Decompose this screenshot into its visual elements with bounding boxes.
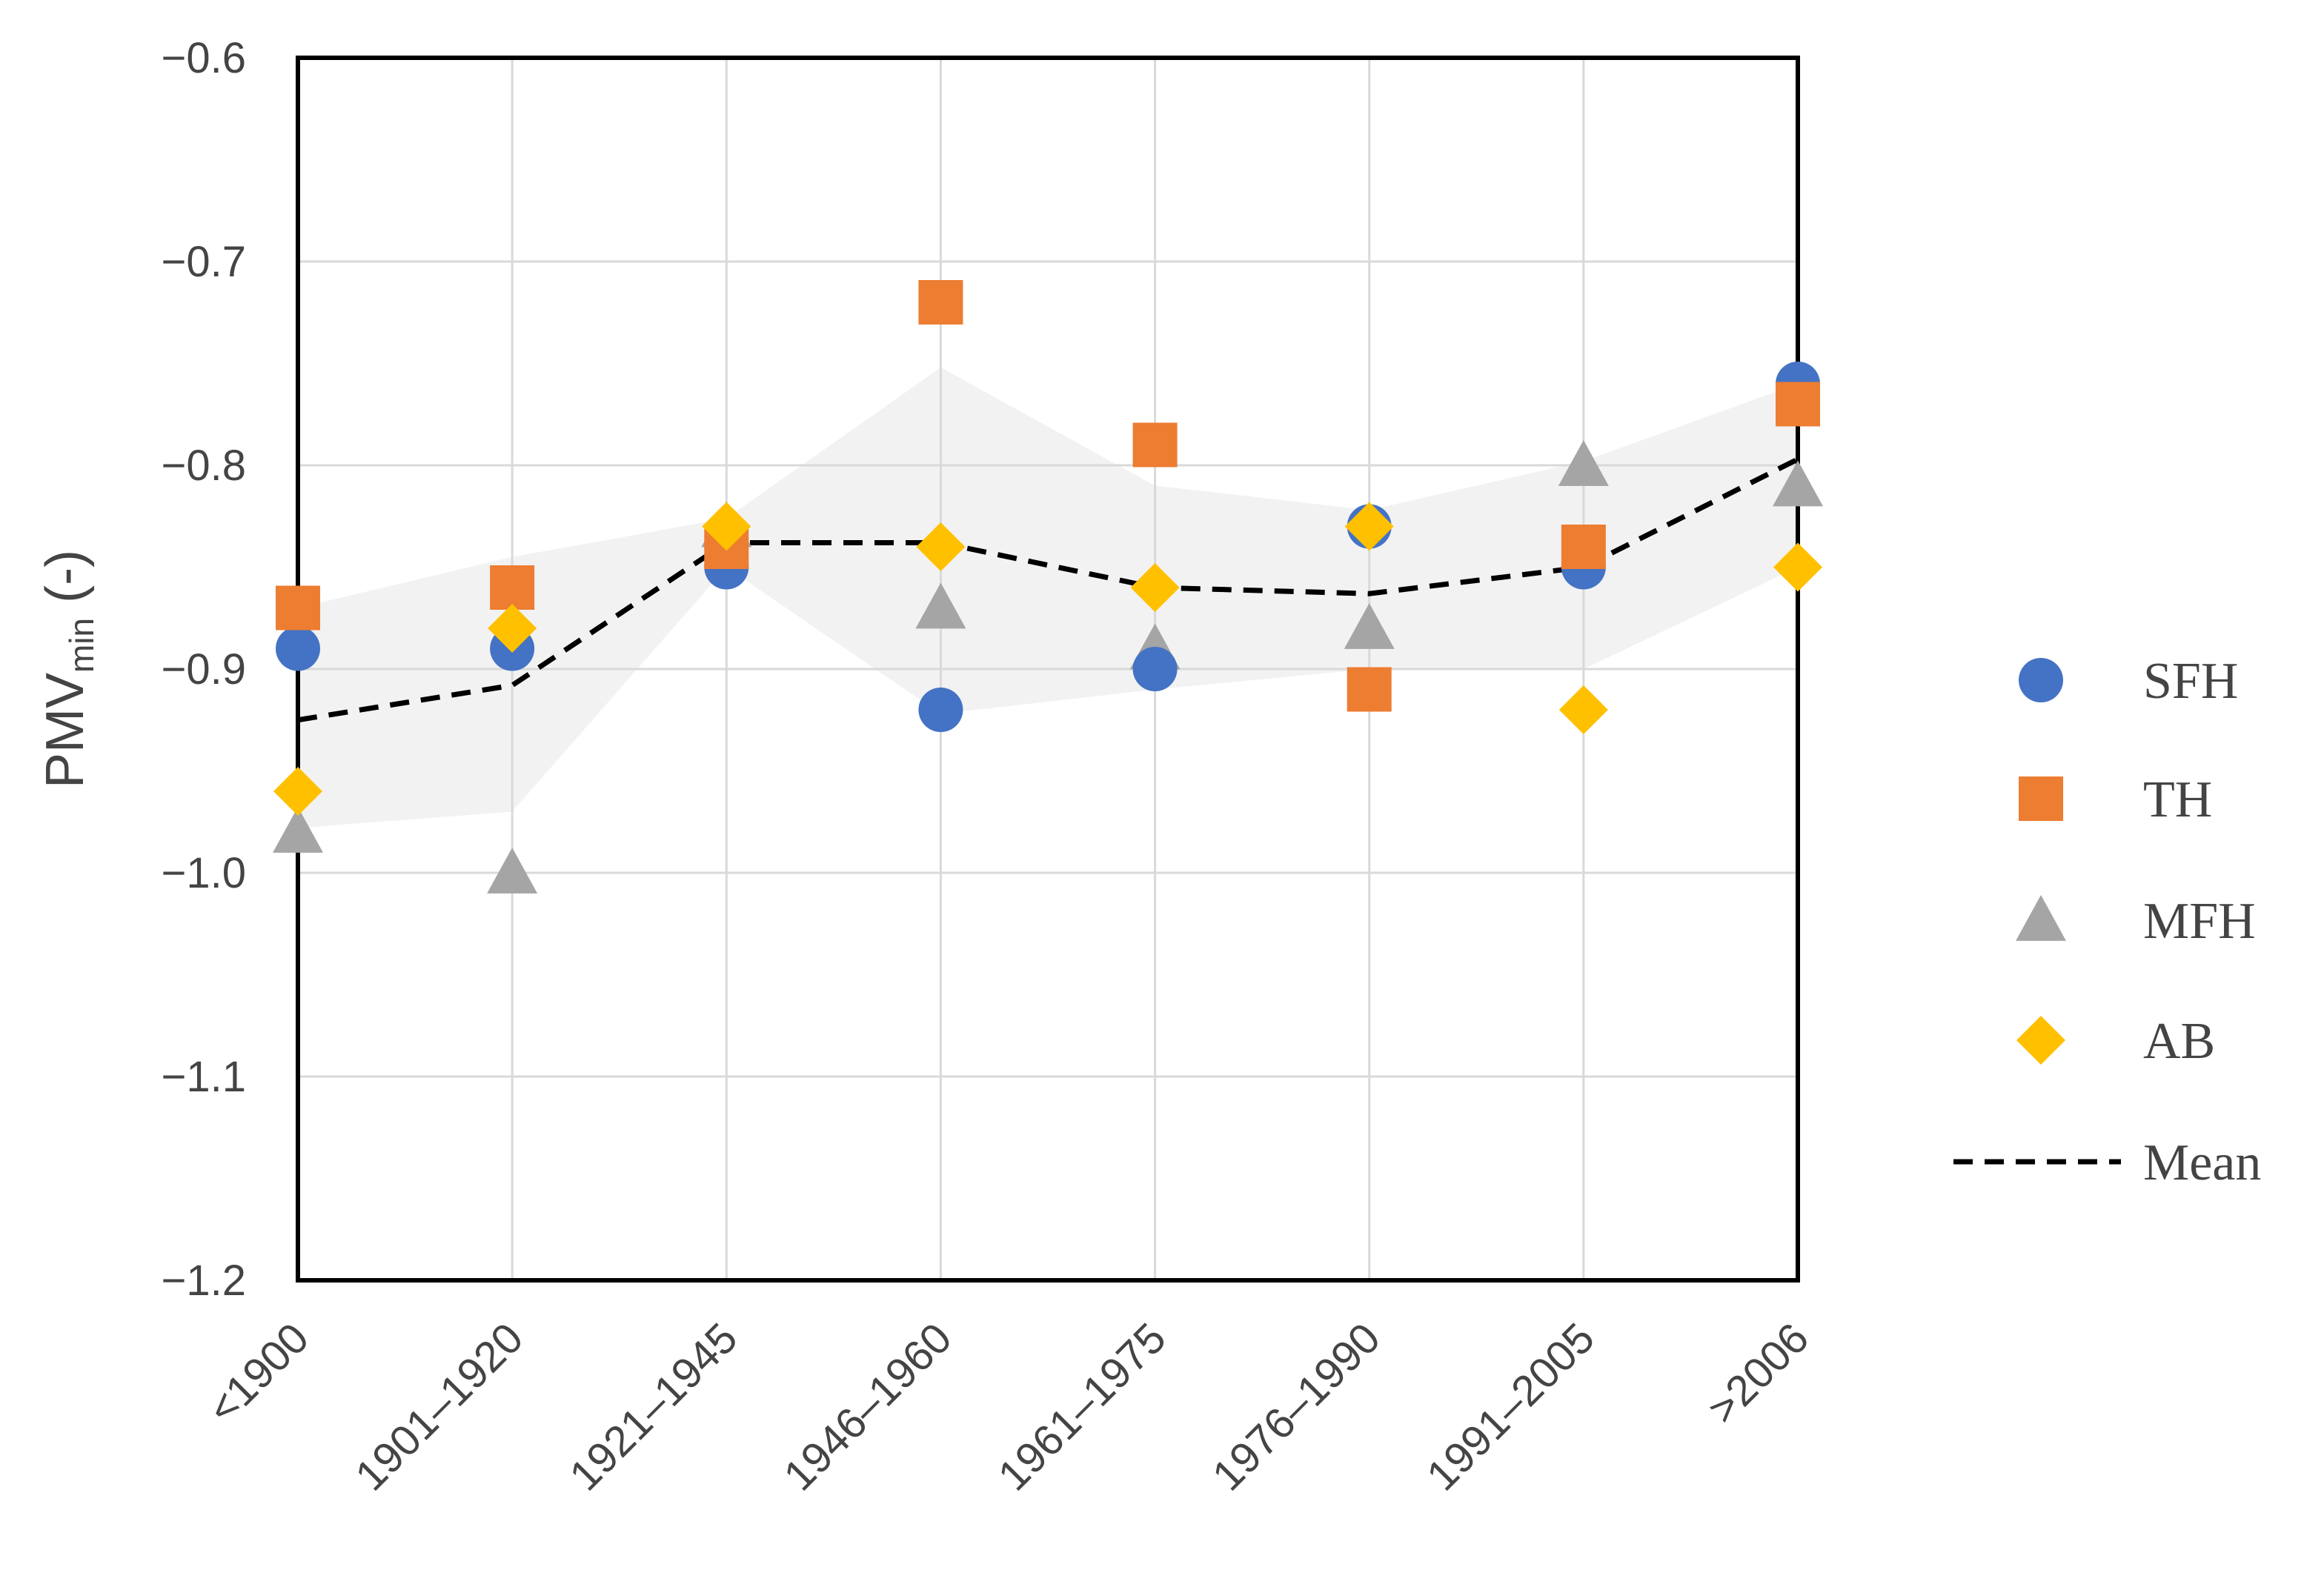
y-tick-label: −0.6 [162, 34, 247, 82]
y-tick-label: −1.0 [162, 849, 247, 897]
mean-line [297, 456, 1799, 723]
y-axis-title-main: PMV [36, 673, 95, 788]
legend-item-sfh: SFH [2019, 653, 2238, 710]
point-ab-6 [1558, 685, 1608, 734]
point-th-1 [490, 565, 535, 610]
point-sfh-0 [276, 626, 320, 671]
point-ab-3 [916, 522, 966, 571]
legend-item-th: TH [2019, 771, 2212, 828]
y-tick-label: −1.2 [162, 1257, 247, 1305]
point-mfh-3 [915, 582, 966, 629]
point-th-3 [918, 280, 963, 325]
legend-item-ab: AB [2016, 1013, 2215, 1070]
point-mfh-1 [487, 848, 538, 894]
legend-label: SFH [2143, 653, 2238, 710]
point-th-6 [1561, 525, 1606, 569]
point-mfh-6 [1558, 440, 1609, 486]
legend-marker-th [2019, 776, 2063, 821]
legend-label: Mean [2143, 1134, 2261, 1191]
point-th-4 [1132, 422, 1178, 468]
legend-marker-ab [2016, 1016, 2065, 1065]
point-sfh-3 [918, 688, 963, 732]
point-ab-0 [273, 767, 322, 816]
y-tick-label: −0.7 [162, 238, 247, 286]
y-axis-title: PMVmin (-) [36, 550, 101, 788]
y-axis-title-subscript: min [62, 618, 101, 673]
point-mfh-5 [1344, 603, 1395, 649]
point-ab-7 [1773, 542, 1822, 592]
point-ab-4 [1130, 563, 1180, 612]
legend-marker-sfh [2019, 658, 2063, 702]
legend-item-mfh: MFH [2016, 893, 2256, 950]
legend: SFH TH MFH AB Mean [1953, 653, 2261, 1191]
data-markers [273, 280, 1823, 894]
point-th-5 [1347, 667, 1392, 712]
point-sfh-4 [1132, 647, 1178, 691]
legend-label: AB [2143, 1013, 2215, 1070]
y-axis-title-suffix: (-) [36, 550, 95, 618]
point-ab-2 [702, 502, 751, 551]
range-band-layer [298, 367, 1798, 828]
legend-marker-mfh [2016, 895, 2066, 941]
series-ab [273, 502, 1822, 816]
y-tick-labels: −0.6 −0.7 −0.8 −0.9 −1.0 −1.1 −1.2 [162, 34, 247, 1305]
range-band [298, 367, 1798, 828]
y-tick-label: −0.9 [162, 645, 247, 693]
legend-label: TH [2143, 771, 2212, 828]
point-th-7 [1776, 382, 1820, 427]
y-tick-label: −0.8 [162, 442, 247, 490]
point-mfh-0 [273, 807, 323, 853]
legend-item-mean: Mean [1953, 1134, 2261, 1191]
legend-label: MFH [2143, 893, 2256, 950]
point-ab-1 [488, 604, 537, 653]
mean-line-layer [297, 456, 1799, 723]
y-tick-label: −1.1 [162, 1053, 247, 1101]
point-th-0 [276, 585, 320, 631]
point-mfh-7 [1773, 460, 1823, 507]
point-ab-5 [1344, 502, 1394, 551]
